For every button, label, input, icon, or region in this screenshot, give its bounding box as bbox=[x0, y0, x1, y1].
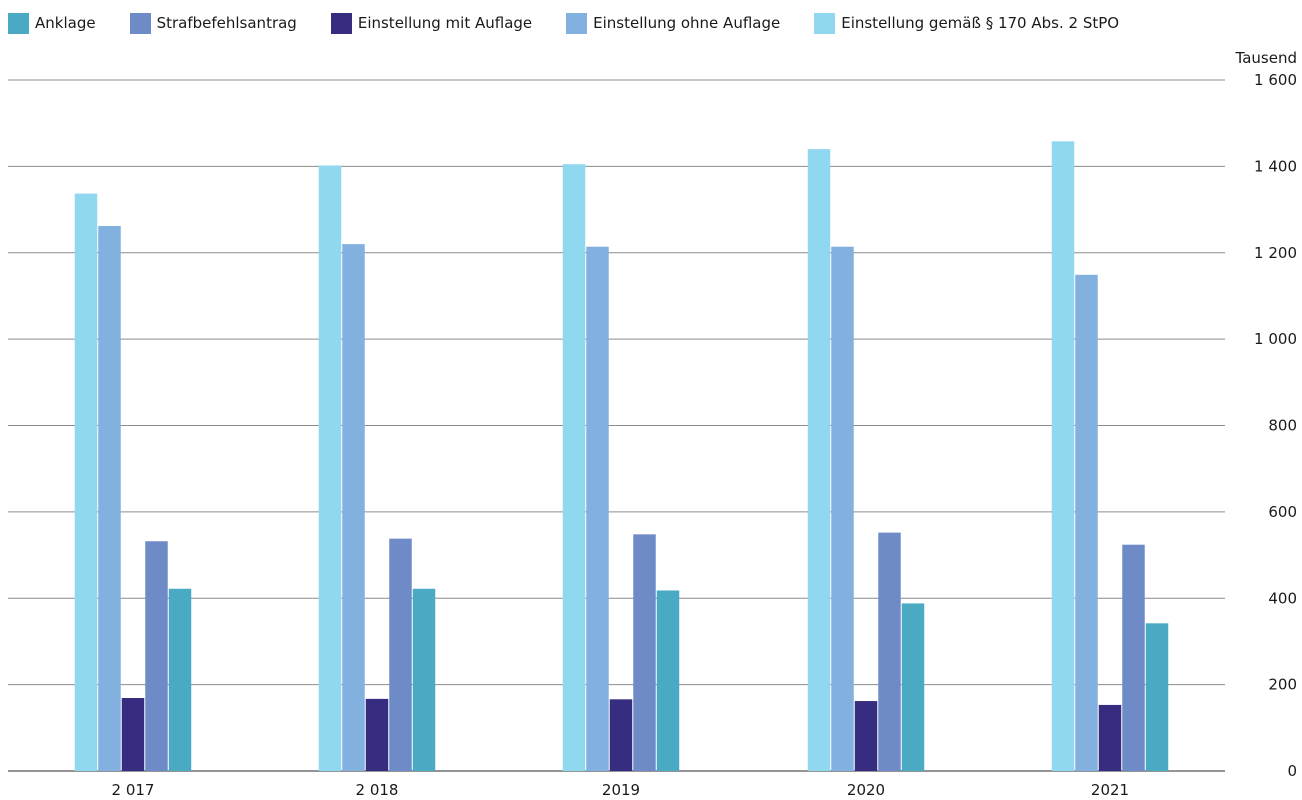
legend-label-strafbefehlsantrag: Strafbefehlsantrag bbox=[156, 14, 297, 32]
y-tick-label: 400 bbox=[1268, 589, 1297, 607]
legend-item-anklage: Anklage bbox=[8, 12, 96, 34]
y-tick-label: 1 400 bbox=[1254, 157, 1297, 175]
chart-legend: Anklage Strafbefehlsantrag Einstellung m… bbox=[8, 12, 1153, 34]
legend-item-einstellung-mit-auflage: Einstellung mit Auflage bbox=[330, 12, 533, 34]
bar bbox=[318, 165, 342, 772]
axis-labels: Tausend 0 200 400 600 800 1 000 1 200 1 400 1 60… bbox=[112, 49, 1297, 799]
x-tick-label: 2020 bbox=[847, 781, 885, 799]
y-tick-label: 200 bbox=[1268, 676, 1297, 694]
y-tick-label: 800 bbox=[1268, 417, 1297, 435]
bar bbox=[342, 244, 365, 772]
bar bbox=[807, 149, 831, 772]
grid-lines bbox=[8, 79, 1225, 772]
bar bbox=[1075, 274, 1098, 771]
legend-swatch-anklage bbox=[8, 12, 29, 34]
bar bbox=[145, 541, 168, 771]
bar bbox=[412, 588, 436, 771]
bars bbox=[74, 141, 1169, 772]
y-tick-label: 1 000 bbox=[1254, 330, 1297, 348]
legend-label-anklage: Anklage bbox=[35, 14, 96, 32]
bar bbox=[854, 701, 878, 771]
bar bbox=[168, 588, 192, 771]
bar bbox=[1098, 704, 1122, 771]
legend-item-einstellung-170-stpo: Einstellung gemäß § 170 Abs. 2 StPO bbox=[814, 12, 1120, 34]
bar bbox=[365, 698, 389, 771]
y-axis-unit-label: Tausend bbox=[1235, 49, 1297, 67]
legend-label-einstellung-170-stpo: Einstellung gemäß § 170 Abs. 2 StPO bbox=[841, 14, 1120, 32]
bar bbox=[609, 699, 633, 771]
bar bbox=[389, 538, 412, 771]
x-tick-label: 2021 bbox=[1091, 781, 1129, 799]
bar bbox=[586, 246, 609, 772]
bar bbox=[901, 603, 925, 771]
y-tick-label: 600 bbox=[1268, 503, 1297, 521]
bar bbox=[74, 193, 98, 771]
x-tick-label: 2 017 bbox=[112, 781, 155, 799]
bar bbox=[562, 164, 586, 771]
legend-label-einstellung-ohne-auflage: Einstellung ohne Auflage bbox=[593, 14, 781, 32]
y-tick-label: 0 bbox=[1287, 762, 1297, 780]
x-tick-label: 2019 bbox=[602, 781, 640, 799]
bar bbox=[656, 590, 680, 771]
x-tick-label: 2 018 bbox=[356, 781, 399, 799]
legend-swatch-einstellung-ohne-auflage bbox=[566, 12, 588, 34]
bar bbox=[831, 246, 854, 772]
legend-swatch-einstellung-mit-auflage bbox=[330, 12, 352, 34]
legend-item-strafbefehlsantrag: Strafbefehlsantrag bbox=[129, 12, 297, 34]
legend-label-einstellung-mit-auflage: Einstellung mit Auflage bbox=[357, 14, 533, 32]
bar bbox=[1051, 141, 1075, 772]
bar bbox=[98, 225, 121, 771]
y-tick-label: 1 600 bbox=[1254, 71, 1297, 89]
bar bbox=[1145, 623, 1169, 771]
legend-swatch-strafbefehlsantrag bbox=[129, 12, 151, 34]
bar bbox=[633, 534, 656, 771]
y-tick-label: 1 200 bbox=[1254, 244, 1297, 262]
bar bbox=[121, 698, 145, 771]
bar bbox=[878, 532, 901, 771]
legend-swatch-einstellung-170-stpo bbox=[814, 12, 836, 34]
bar bbox=[1122, 544, 1145, 771]
legend-item-einstellung-ohne-auflage: Einstellung ohne Auflage bbox=[566, 12, 781, 34]
